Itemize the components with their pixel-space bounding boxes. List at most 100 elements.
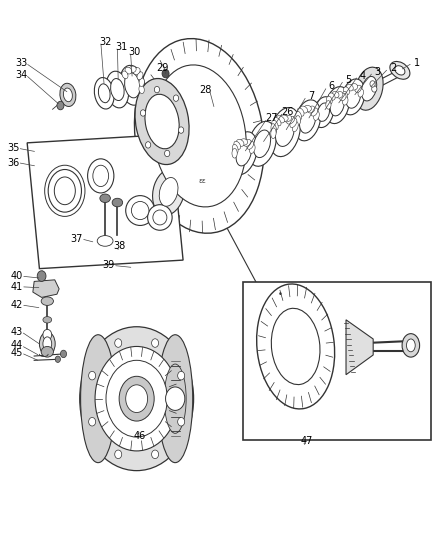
Ellipse shape xyxy=(88,159,114,193)
Ellipse shape xyxy=(41,346,53,357)
Ellipse shape xyxy=(283,115,292,122)
Ellipse shape xyxy=(279,115,288,122)
Circle shape xyxy=(141,110,146,116)
Ellipse shape xyxy=(43,337,52,351)
Ellipse shape xyxy=(276,116,285,123)
Circle shape xyxy=(178,372,185,380)
Circle shape xyxy=(178,127,184,133)
Ellipse shape xyxy=(39,332,55,356)
Ellipse shape xyxy=(240,139,247,145)
Text: 46: 46 xyxy=(133,431,145,441)
Ellipse shape xyxy=(99,84,110,103)
Ellipse shape xyxy=(330,94,344,116)
Ellipse shape xyxy=(355,85,361,92)
Ellipse shape xyxy=(111,78,124,101)
Ellipse shape xyxy=(340,93,346,101)
Ellipse shape xyxy=(254,130,271,158)
Text: 7: 7 xyxy=(308,91,314,101)
Text: 31: 31 xyxy=(116,42,128,52)
Ellipse shape xyxy=(152,65,246,207)
Ellipse shape xyxy=(126,385,148,413)
Text: 40: 40 xyxy=(11,271,23,281)
Text: 6: 6 xyxy=(328,82,335,91)
Text: 32: 32 xyxy=(99,37,111,46)
Text: 33: 33 xyxy=(15,58,27,68)
Ellipse shape xyxy=(304,106,311,112)
Ellipse shape xyxy=(297,108,304,116)
Ellipse shape xyxy=(269,108,300,157)
Ellipse shape xyxy=(300,108,316,133)
Ellipse shape xyxy=(145,94,179,149)
Ellipse shape xyxy=(139,85,144,94)
Ellipse shape xyxy=(290,118,297,127)
Circle shape xyxy=(115,339,122,348)
Text: 35: 35 xyxy=(7,143,19,153)
Circle shape xyxy=(55,356,60,362)
Text: εε: εε xyxy=(198,178,206,184)
Ellipse shape xyxy=(137,72,143,80)
Ellipse shape xyxy=(126,196,155,225)
Text: 4: 4 xyxy=(360,71,366,80)
Ellipse shape xyxy=(129,66,136,72)
Ellipse shape xyxy=(106,360,167,437)
Ellipse shape xyxy=(139,78,145,86)
Circle shape xyxy=(57,101,64,110)
Circle shape xyxy=(162,69,169,78)
Ellipse shape xyxy=(134,38,264,233)
Ellipse shape xyxy=(402,334,420,357)
Ellipse shape xyxy=(81,335,116,463)
Text: 3: 3 xyxy=(374,67,381,77)
Ellipse shape xyxy=(257,284,335,409)
Ellipse shape xyxy=(41,297,53,305)
Ellipse shape xyxy=(100,194,110,203)
Ellipse shape xyxy=(112,198,123,207)
Ellipse shape xyxy=(244,139,251,146)
Ellipse shape xyxy=(119,376,154,421)
Ellipse shape xyxy=(342,91,347,100)
Ellipse shape xyxy=(390,61,410,79)
Text: 29: 29 xyxy=(156,63,168,73)
Circle shape xyxy=(154,86,159,93)
Text: 39: 39 xyxy=(102,261,115,270)
Text: 36: 36 xyxy=(7,158,19,167)
Ellipse shape xyxy=(274,117,281,126)
Ellipse shape xyxy=(153,210,167,225)
Ellipse shape xyxy=(307,106,315,113)
Text: 45: 45 xyxy=(11,348,23,358)
Text: 38: 38 xyxy=(113,241,125,251)
Text: 34: 34 xyxy=(15,70,27,79)
Ellipse shape xyxy=(271,308,320,385)
Ellipse shape xyxy=(152,168,185,215)
Ellipse shape xyxy=(233,144,238,154)
Ellipse shape xyxy=(358,89,364,97)
Ellipse shape xyxy=(294,100,321,141)
Ellipse shape xyxy=(48,169,81,212)
Polygon shape xyxy=(33,280,59,297)
Text: 44: 44 xyxy=(11,341,23,350)
Ellipse shape xyxy=(124,72,140,98)
Text: 27: 27 xyxy=(265,114,278,123)
Ellipse shape xyxy=(370,80,375,87)
Ellipse shape xyxy=(80,327,194,471)
Ellipse shape xyxy=(230,132,257,175)
Ellipse shape xyxy=(327,96,332,104)
Ellipse shape xyxy=(164,364,186,433)
Ellipse shape xyxy=(131,201,149,220)
Ellipse shape xyxy=(122,71,128,79)
Ellipse shape xyxy=(134,68,140,75)
Ellipse shape xyxy=(54,177,75,205)
Text: 42: 42 xyxy=(11,300,23,310)
Ellipse shape xyxy=(326,101,331,109)
Ellipse shape xyxy=(272,120,278,130)
Ellipse shape xyxy=(43,317,52,323)
Ellipse shape xyxy=(64,88,72,102)
Ellipse shape xyxy=(106,71,129,108)
Circle shape xyxy=(88,417,95,426)
Text: 26: 26 xyxy=(282,107,294,117)
Circle shape xyxy=(60,350,67,358)
Circle shape xyxy=(88,372,95,380)
Ellipse shape xyxy=(159,177,178,206)
Ellipse shape xyxy=(237,140,244,147)
Text: 30: 30 xyxy=(129,47,141,57)
Ellipse shape xyxy=(276,118,294,147)
